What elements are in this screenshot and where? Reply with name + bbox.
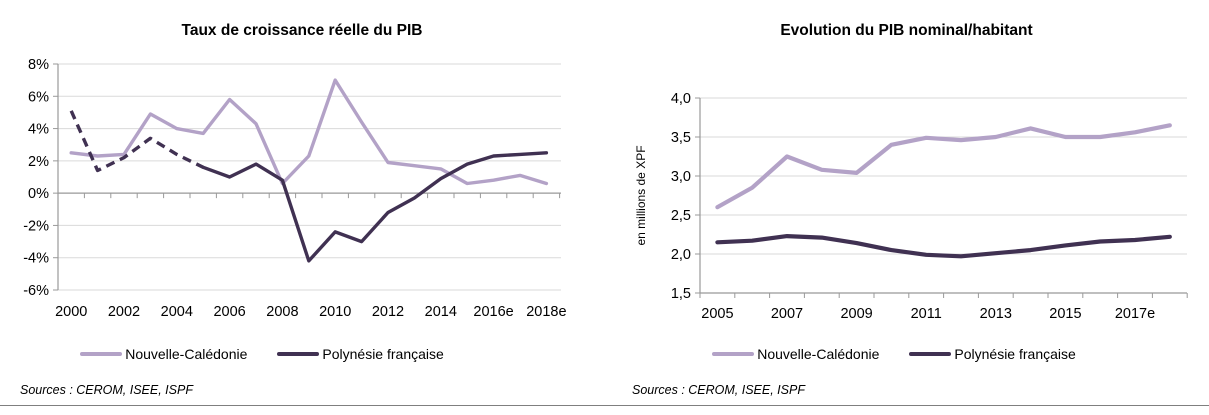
series-line-0 bbox=[69, 78, 549, 186]
x-tick-label: 2000 bbox=[55, 304, 87, 320]
legend-label-polynesie-francaise: Polynésie française bbox=[322, 346, 444, 362]
series-line-1 bbox=[715, 234, 1172, 259]
y-tick-label: -6% bbox=[23, 283, 49, 299]
series-line-1-solid bbox=[201, 151, 549, 263]
gdp-growth-plot-area: 8% 6% 4% 2% 0% -2% -4% -6% 2000 2002 2004 2006 2008 2… bbox=[23, 57, 566, 320]
y-tick-label: 8% bbox=[28, 57, 49, 73]
gdp-growth-legend: Nouvelle-Calédonie Polynésie française bbox=[0, 346, 604, 362]
y-tick-label: 2,0 bbox=[671, 247, 691, 263]
y-tick-label: 3,5 bbox=[671, 130, 691, 146]
gdp-per-capita-chart-title: Evolution du PIB nominal/habitant bbox=[780, 22, 1033, 39]
x-tick-label: 2009 bbox=[840, 306, 872, 322]
y-tick-label: 4,0 bbox=[671, 91, 691, 107]
x-tick-label: 2010 bbox=[319, 304, 351, 320]
sources-note: Sources : CEROM, ISEE, ISPF bbox=[20, 383, 193, 397]
legend-label-nouvelle-caledonie: Nouvelle-Calédonie bbox=[757, 346, 880, 362]
y-tick-label: -2% bbox=[23, 218, 49, 234]
x-tick-label: 2016e bbox=[473, 304, 513, 320]
x-tick-label: 2011 bbox=[911, 306, 942, 322]
legend-line-swatch-polynesie-francaise bbox=[909, 351, 952, 357]
y-tick-label: 1,5 bbox=[671, 286, 691, 302]
y-axis-title: en millions de XPF bbox=[634, 145, 648, 245]
legend-item-polynesie-francaise: Polynésie française bbox=[909, 346, 1076, 362]
legend-item-nouvelle-caledonie: Nouvelle-Calédonie bbox=[712, 346, 879, 362]
series-line-1-dashed bbox=[69, 110, 204, 173]
gdp-growth-chart: Taux de croissance réelle du PIB 8% 6% 4% 2… bbox=[0, 0, 604, 410]
sources-note: Sources : CEROM, ISEE, ISPF bbox=[632, 383, 805, 397]
x-tick-label: 2006 bbox=[213, 304, 245, 320]
x-tick-label: 2017e bbox=[1115, 306, 1155, 322]
gdp-growth-chart-title: Taux de croissance réelle du PIB bbox=[181, 22, 423, 39]
y-tick-label: 0% bbox=[28, 186, 49, 202]
gdp-per-capita-chart: Evolution du PIB nominal/habitant 4,0 3,5… bbox=[604, 0, 1209, 410]
y-tick-label: 2% bbox=[28, 154, 49, 170]
legend-item-polynesie-francaise: Polynésie française bbox=[277, 346, 444, 362]
x-tick-label: 2013 bbox=[980, 306, 1012, 322]
y-tick-label: 2,5 bbox=[671, 208, 691, 224]
legend-item-nouvelle-caledonie: Nouvelle-Calédonie bbox=[80, 346, 247, 362]
x-tick-label: 2004 bbox=[161, 304, 193, 320]
x-tick-label: 2018e bbox=[526, 304, 566, 320]
legend-label-nouvelle-caledonie: Nouvelle-Calédonie bbox=[125, 346, 248, 362]
gdp-per-capita-legend: Nouvelle-Calédonie Polynésie française bbox=[604, 346, 1209, 362]
y-tick-label: 3,0 bbox=[671, 169, 691, 185]
series-line-0 bbox=[715, 123, 1172, 210]
x-tick-label: 2014 bbox=[425, 304, 457, 320]
x-tick-label: 2005 bbox=[701, 306, 733, 322]
gdp-per-capita-plot-area: 4,0 3,5 3,0 2,5 2,0 1,5 2005 2007 2009 2011 2013 20… bbox=[634, 91, 1188, 322]
x-tick-label: 2008 bbox=[266, 304, 298, 320]
y-tick-label: 4% bbox=[28, 122, 49, 138]
x-tick-label: 2007 bbox=[771, 306, 803, 322]
x-tick-label: 2015 bbox=[1049, 306, 1081, 322]
legend-line-swatch-nouvelle-caledonie bbox=[80, 351, 123, 357]
y-tick-label: -4% bbox=[23, 251, 49, 267]
x-tick-label: 2002 bbox=[108, 304, 140, 320]
page-bottom-rule bbox=[0, 405, 1209, 406]
legend-line-swatch-nouvelle-caledonie bbox=[712, 351, 755, 357]
legend-label-polynesie-francaise: Polynésie française bbox=[954, 346, 1076, 362]
legend-line-swatch-polynesie-francaise bbox=[277, 351, 320, 357]
x-tick-label: 2012 bbox=[372, 304, 404, 320]
y-tick-label: 6% bbox=[28, 89, 49, 105]
